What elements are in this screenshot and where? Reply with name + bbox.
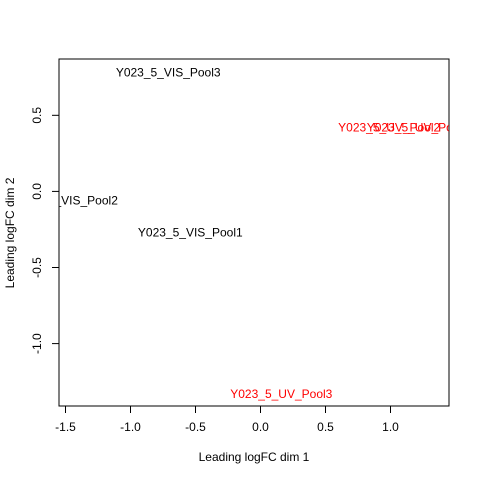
y-tick-label: -1.0 <box>30 333 44 354</box>
plot-frame <box>58 58 450 407</box>
x-tick-label: 0.5 <box>317 420 334 434</box>
point-label: Y023_5_UV_Pool1 <box>367 120 469 134</box>
point-label: Y023_5_VIS_Pool2 <box>13 194 118 208</box>
y-tick-label: 0.5 <box>30 107 44 124</box>
x-tick-label: -0.5 <box>185 420 206 434</box>
point-label: Y023_5_UV_Pool3 <box>230 387 332 401</box>
x-axis: -1.5 -1.0 -0.5 0.0 0.5 1.0 <box>55 406 399 434</box>
point-label: Y023_5_VIS_Pool3 <box>116 66 221 80</box>
y-tick-label: -0.5 <box>30 257 44 278</box>
point-label: Y023_5_UV_Pool2 <box>338 120 440 134</box>
y-axis-label: Leading logFC dim 2 <box>3 177 17 288</box>
y-tick-label: 0.0 <box>30 183 44 200</box>
y-axis: -1.0 -0.5 0.0 0.5 <box>30 107 59 354</box>
x-tick-label: 0.0 <box>252 420 269 434</box>
x-tick-label: 1.0 <box>382 420 399 434</box>
x-axis-label: Leading logFC dim 1 <box>199 450 310 464</box>
x-tick-label: -1.0 <box>120 420 141 434</box>
point-labels: Y023_5_VIS_Pool3 Y023_5_VIS_Pool2 Y023_5_V… <box>13 66 469 401</box>
x-tick-label: -1.5 <box>55 420 76 434</box>
point-label: Y023_5_VIS_Pool1 <box>138 226 243 240</box>
